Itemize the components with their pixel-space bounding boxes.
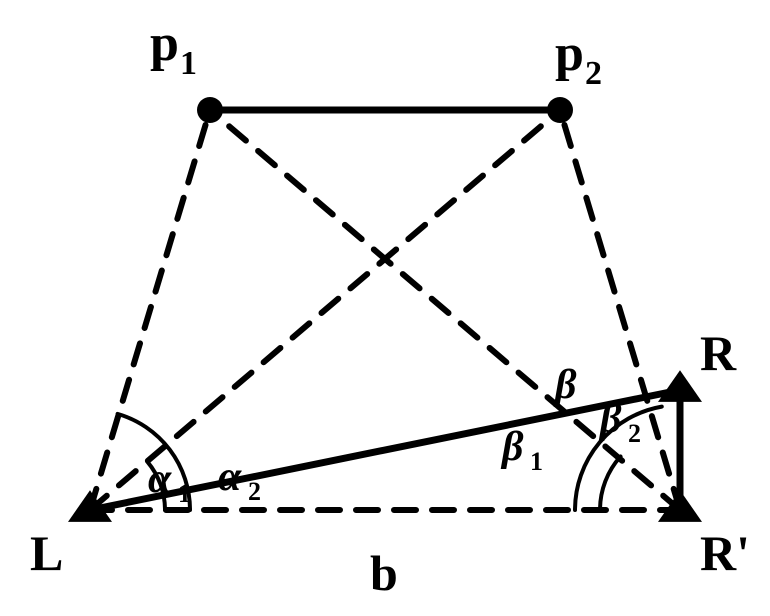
label-p2-sub: 2 [585, 55, 602, 92]
point-R [658, 370, 702, 402]
label-alpha1: α [148, 456, 172, 502]
label-Rprime: R' [700, 525, 750, 581]
label-beta1-sub: 1 [530, 447, 543, 476]
label-alpha2-sub: 2 [248, 477, 261, 506]
label-beta1: β [500, 424, 524, 470]
edge-Rprime-P1 [210, 110, 680, 510]
edge-L-P2 [90, 110, 560, 510]
label-b: b [370, 545, 398, 601]
label-beta-mid: β [553, 362, 577, 408]
label-p1: p [150, 15, 179, 72]
arc-beta-inner [600, 456, 621, 510]
label-alpha1-sub: 1 [178, 479, 191, 508]
edge-L-P1 [90, 110, 210, 510]
label-beta2: β [598, 396, 622, 442]
edge-Rprime-P2 [560, 110, 680, 510]
point-P1 [197, 97, 223, 123]
label-alpha2: α [218, 454, 242, 500]
label-R: R [700, 325, 737, 381]
point-P2 [547, 97, 573, 123]
label-p1-sub: 1 [180, 45, 197, 82]
label-beta2-sub: 2 [628, 419, 641, 448]
geometry-diagram: p1p2LR'Rbα1α2β1β2β [0, 0, 770, 616]
label-p2: p [555, 25, 584, 82]
label-L: L [30, 525, 63, 581]
